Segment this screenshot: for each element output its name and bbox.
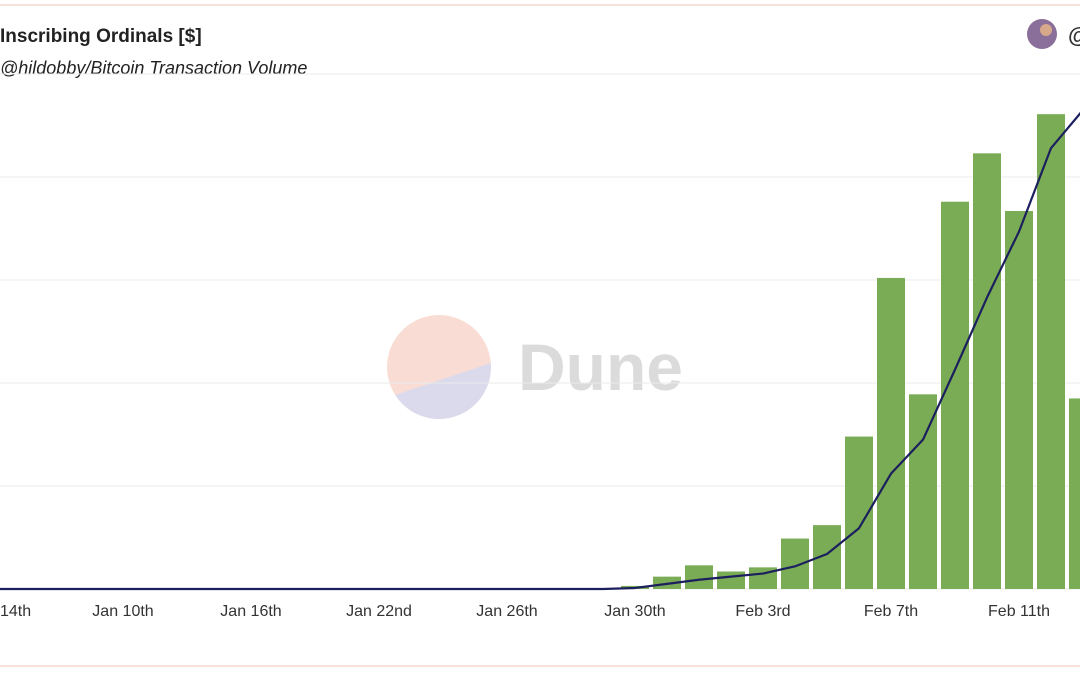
x-tick-label: Feb 11th bbox=[988, 603, 1050, 620]
x-tick-label: 14th bbox=[0, 603, 31, 620]
x-tick-label: Jan 22nd bbox=[346, 603, 412, 620]
bar bbox=[973, 153, 1001, 589]
x-tick-label: Feb 3rd bbox=[735, 603, 790, 620]
bar bbox=[685, 565, 713, 589]
bar bbox=[941, 201, 969, 589]
bar bbox=[717, 571, 745, 589]
x-tick-label: Feb 7th bbox=[864, 603, 918, 620]
bar bbox=[781, 538, 809, 589]
watermark: Dune bbox=[387, 315, 683, 419]
bar bbox=[1005, 210, 1033, 590]
x-tick-label: Jan 26th bbox=[476, 603, 537, 620]
chart-subtitle: @hildobby/Bitcoin Transaction Volume bbox=[0, 58, 307, 78]
bar bbox=[1037, 114, 1065, 590]
chart-title: Inscribing Ordinals [$] bbox=[0, 26, 202, 47]
bar bbox=[877, 277, 905, 589]
watermark-logo bbox=[387, 315, 491, 419]
bar bbox=[1069, 398, 1080, 589]
x-tick-label: Jan 10th bbox=[92, 603, 153, 620]
x-tick-label: Jan 16th bbox=[220, 603, 281, 620]
x-tick-label: Jan 30th bbox=[604, 603, 665, 620]
bar bbox=[909, 394, 937, 589]
avatar-handle[interactable]: @ bbox=[1068, 23, 1080, 48]
line bbox=[0, 111, 1080, 591]
plot: 14th Jan 10th Jan 16th Jan 22nd Jan 26th Jan … bbox=[0, 73, 1080, 620]
avatar bbox=[1040, 24, 1052, 36]
watermark-text: Dune bbox=[518, 330, 683, 404]
